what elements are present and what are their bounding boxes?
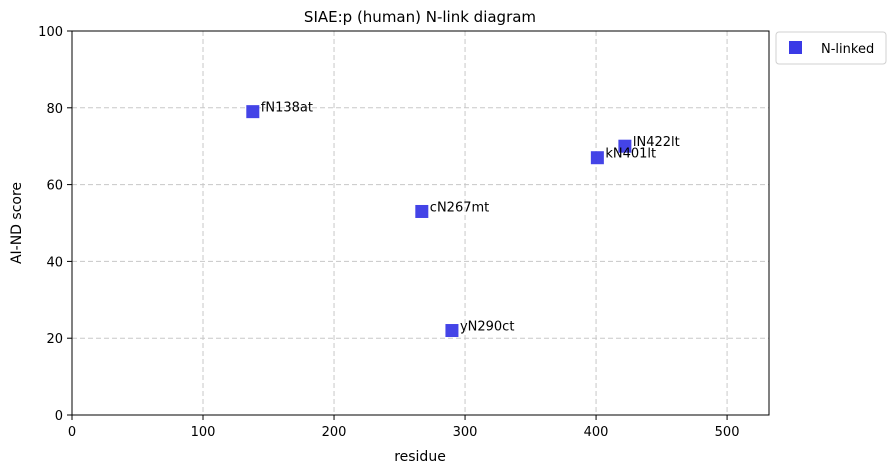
plot-area-frame: [71, 30, 770, 416]
y-axis-ticks: 0 20 40 60 80 100: [38, 25, 72, 424]
x-tick-label-0: 0: [68, 425, 76, 440]
grid-lines: [71, 30, 769, 416]
data-point-yN290ct: [445, 324, 459, 338]
legend-frame: [775, 31, 887, 65]
y-tick-label-60: 60: [46, 179, 63, 194]
legend-label-n-linked: N-linked: [821, 42, 874, 57]
data-point-label-yN290ct: yN290ct: [460, 320, 514, 335]
y-tick-label-20: 20: [46, 332, 63, 347]
y-tick-label-80: 80: [46, 102, 63, 117]
x-axis-title: residue: [394, 449, 446, 465]
y-tick-label-0: 0: [55, 409, 63, 424]
data-point-label-lN422lt: lN422lt: [633, 135, 680, 150]
x-tick-label-200: 200: [322, 425, 347, 440]
x-tick-label-400: 400: [584, 425, 609, 440]
x-axis-ticks: 0 100 200 300 400 500: [68, 415, 740, 440]
y-axis-title: AI-ND score: [9, 182, 25, 264]
x-tick-label-100: 100: [191, 425, 216, 440]
data-point-cN267mt: [415, 204, 429, 218]
legend: N-linked: [775, 31, 887, 65]
data-point-label-cN267mt: cN267mt: [430, 200, 489, 215]
x-tick-label-500: 500: [715, 425, 740, 440]
chart-title: SIAE:p (human) N-link diagram: [304, 8, 536, 26]
legend-marker-n-linked: [789, 41, 802, 54]
data-point-label-fN138at: fN138at: [261, 101, 313, 116]
data-points: [246, 105, 632, 338]
data-point-label-kN401lt: kN401lt: [605, 147, 656, 162]
y-tick-label-40: 40: [46, 255, 63, 270]
data-point-fN138at: [246, 105, 260, 119]
data-point-kN401lt: [590, 151, 604, 165]
x-tick-label-300: 300: [453, 425, 478, 440]
data-point-lN422lt: [618, 139, 632, 153]
y-tick-label-100: 100: [38, 25, 63, 40]
